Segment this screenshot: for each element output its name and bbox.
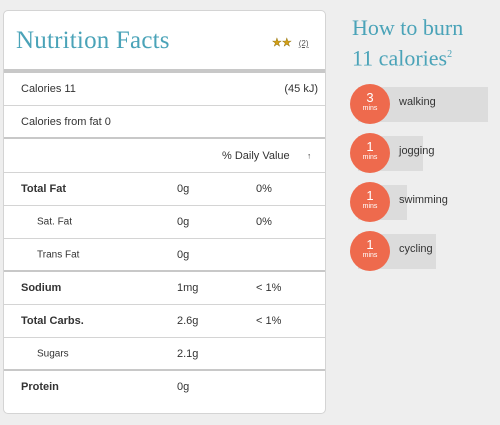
- activity-duration-circle: 3 mins: [350, 84, 390, 124]
- activity-label: cycling: [399, 243, 433, 255]
- burn-title: How to burn 11 calories2: [352, 14, 463, 71]
- footnote-marker[interactable]: 2: [447, 49, 453, 60]
- calories-label: Calories 11: [21, 83, 76, 95]
- calories-from-fat-label: Calories from fat 0: [21, 115, 111, 128]
- nutrition-title: Nutrition Facts: [16, 27, 170, 54]
- nutrient-name: Trans Fat: [37, 249, 80, 260]
- nutrient-dv: 0%: [256, 183, 272, 195]
- nutrient-name: Sat. Fat: [37, 216, 73, 228]
- nutrient-amount: 0g: [177, 183, 190, 195]
- nutrient-amount: 1mg: [177, 282, 199, 294]
- burn-title-line1: How to burn: [352, 15, 464, 40]
- nutrient-dv: < 1%: [256, 315, 282, 327]
- table-row: Sugars 2.1g: [4, 338, 325, 371]
- activity-unit: mins: [362, 203, 378, 210]
- rating[interactable]: ★ ★ (2): [272, 37, 309, 49]
- burn-title-calories: 11 calories: [352, 45, 448, 71]
- daily-value-header-row: % Daily Value ↑: [4, 139, 325, 173]
- table-row: Total Carbs. 2.6g < 1%: [4, 305, 325, 338]
- activity-unit: mins: [362, 154, 378, 161]
- calories-kj: (45 kJ): [284, 83, 318, 95]
- nutrient-name: Protein: [21, 381, 59, 393]
- nutrient-amount: 0g: [177, 248, 190, 261]
- activity-unit: mins: [362, 252, 378, 259]
- nutrition-header: Nutrition Facts ★ ★ (2): [4, 11, 325, 73]
- activity-duration-circle: 1 mins: [350, 133, 390, 173]
- activity-amount: 3: [366, 90, 374, 105]
- nutrient-amount: 0g: [177, 381, 190, 393]
- activity-label: jogging: [399, 145, 435, 157]
- table-row: Trans Fat 0g: [4, 239, 325, 272]
- table-row: Total Fat 0g 0%: [4, 173, 325, 206]
- burn-title-line2: 11 calories2: [352, 41, 463, 71]
- activity-amount: 1: [366, 188, 374, 203]
- sort-arrow-icon[interactable]: ↑: [307, 151, 311, 160]
- nutrient-amount: 0g: [177, 216, 190, 228]
- activity-duration-circle: 1 mins: [350, 231, 390, 271]
- activity-duration-circle: 1 mins: [350, 182, 390, 222]
- activity-unit: mins: [362, 105, 378, 112]
- nutrient-name: Sodium: [21, 282, 62, 294]
- activity-amount: 1: [366, 139, 374, 154]
- activity-amount: 1: [366, 237, 374, 252]
- nutrient-dv: 0%: [256, 216, 272, 228]
- nutrient-name: Total Fat: [21, 183, 67, 195]
- calories-row: Calories 11 (45 kJ): [4, 73, 325, 106]
- calories-from-fat-row: Calories from fat 0: [4, 106, 325, 139]
- table-row: Sodium 1mg < 1%: [4, 272, 325, 305]
- table-row: Protein 0g: [4, 371, 325, 403]
- nutrient-amount: 2.6g: [177, 315, 199, 327]
- nutrient-dv: < 1%: [256, 282, 282, 294]
- nutrient-name: Total Carbs.: [21, 315, 84, 327]
- activity-label: walking: [399, 96, 436, 108]
- activity-label: swimming: [399, 194, 448, 206]
- rating-count-link[interactable]: (2): [298, 39, 309, 48]
- star-icon: ★: [272, 37, 282, 49]
- nutrient-name: Sugars: [37, 348, 69, 359]
- daily-value-header: % Daily Value: [222, 149, 290, 162]
- star-icon: ★: [281, 37, 292, 49]
- table-row: Sat. Fat 0g 0%: [4, 206, 325, 239]
- nutrient-amount: 2.1g: [177, 347, 199, 360]
- nutrition-facts-panel: Nutrition Facts ★ ★ (2) Calories 11 (45 …: [3, 10, 326, 414]
